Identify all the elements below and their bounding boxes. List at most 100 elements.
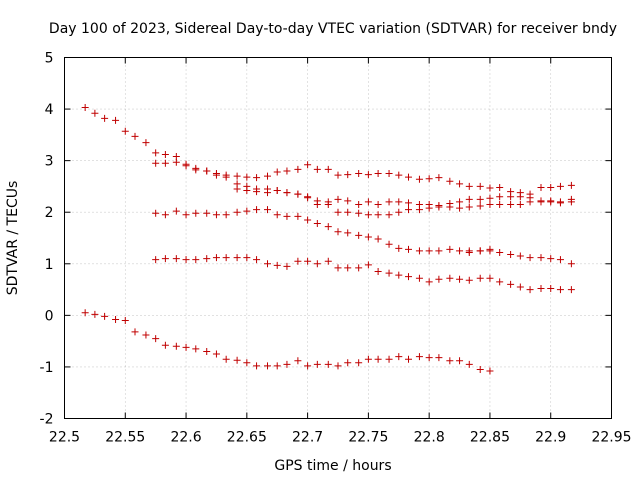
data-point: [334, 195, 342, 203]
data-point: [304, 193, 312, 201]
data-point: [273, 362, 281, 370]
data-point: [81, 104, 89, 112]
data-point: [446, 357, 454, 365]
data-point: [415, 274, 423, 282]
data-point: [385, 269, 393, 277]
data-point: [334, 171, 342, 179]
axis-ticks: [64, 57, 612, 419]
data-point: [283, 189, 291, 197]
data-point: [182, 343, 190, 351]
data-point: [364, 355, 372, 363]
data-point: [283, 167, 291, 175]
data-point: [263, 172, 271, 180]
data-point: [294, 212, 302, 220]
y-tick-label: 2: [45, 205, 54, 221]
data-point: [273, 168, 281, 176]
data-point: [507, 280, 515, 288]
data-point: [142, 331, 150, 339]
data-point: [222, 173, 230, 181]
data-point: [233, 172, 241, 180]
data-point: [233, 356, 241, 364]
data-point: [192, 256, 200, 264]
data-point: [233, 185, 241, 193]
data-point: [243, 207, 251, 215]
data-point: [486, 200, 494, 208]
x-tick-label: 22.6: [170, 430, 201, 446]
data-point: [425, 247, 433, 255]
data-point: [446, 245, 454, 253]
x-axis-label: GPS time / hours: [274, 458, 391, 474]
data-point: [476, 366, 484, 374]
data-point: [385, 355, 393, 363]
data-point: [395, 271, 403, 279]
y-tick-label: 5: [45, 51, 54, 67]
data-point: [161, 150, 169, 158]
data-point: [273, 261, 281, 269]
data-point: [435, 275, 443, 283]
data-point: [142, 139, 150, 147]
data-point: [395, 171, 403, 179]
data-point: [294, 190, 302, 198]
data-point: [222, 254, 230, 262]
data-point: [456, 247, 464, 255]
data-point: [446, 177, 454, 185]
y-tick-label: 1: [45, 257, 54, 273]
y-tick-label: 4: [45, 102, 54, 118]
data-point: [486, 367, 494, 375]
data-point: [476, 247, 484, 255]
data-point: [273, 187, 281, 195]
data-point: [355, 231, 363, 239]
x-tick-label: 22.7: [292, 430, 323, 446]
data-point: [161, 211, 169, 219]
data-point: [465, 276, 473, 284]
data-point: [374, 268, 382, 276]
data-point: [192, 209, 200, 217]
data-point: [425, 175, 433, 183]
data-point: [304, 362, 312, 370]
x-tick-label: 22.5: [49, 430, 80, 446]
data-point: [567, 260, 575, 268]
data-point: [131, 328, 139, 336]
data-point: [507, 200, 515, 208]
data-point: [131, 132, 139, 140]
data-point: [263, 206, 271, 214]
data-point: [537, 183, 545, 191]
data-point: [456, 275, 464, 283]
data-point: [324, 223, 332, 231]
data-point: [465, 248, 473, 256]
data-point: [283, 262, 291, 270]
data-point: [243, 254, 251, 262]
series-track-d: [152, 206, 494, 255]
data-point: [294, 357, 302, 365]
data-point: [364, 198, 372, 206]
data-point: [152, 159, 160, 167]
data-point: [101, 114, 109, 122]
data-point: [567, 181, 575, 189]
x-tick-label: 22.8: [414, 430, 445, 446]
data-point: [172, 207, 180, 215]
data-point: [91, 109, 99, 117]
data-point: [344, 208, 352, 216]
data-point: [425, 204, 433, 212]
data-point: [101, 312, 109, 320]
data-point: [415, 353, 423, 361]
y-tick-label: -1: [40, 360, 54, 376]
data-point: [496, 278, 504, 286]
data-point: [537, 285, 545, 293]
data-point: [112, 116, 120, 124]
data-point: [81, 309, 89, 317]
data-point: [547, 255, 555, 263]
data-point: [516, 193, 524, 201]
data-point: [344, 197, 352, 205]
data-point: [253, 206, 261, 214]
data-point: [405, 173, 413, 181]
data-point: [405, 245, 413, 253]
series-track-e: [152, 254, 575, 294]
data-point: [355, 264, 363, 272]
data-point: [395, 208, 403, 216]
data-point: [556, 286, 564, 294]
data-point: [374, 355, 382, 363]
plot-frame: [64, 57, 612, 419]
data-point: [112, 315, 120, 323]
